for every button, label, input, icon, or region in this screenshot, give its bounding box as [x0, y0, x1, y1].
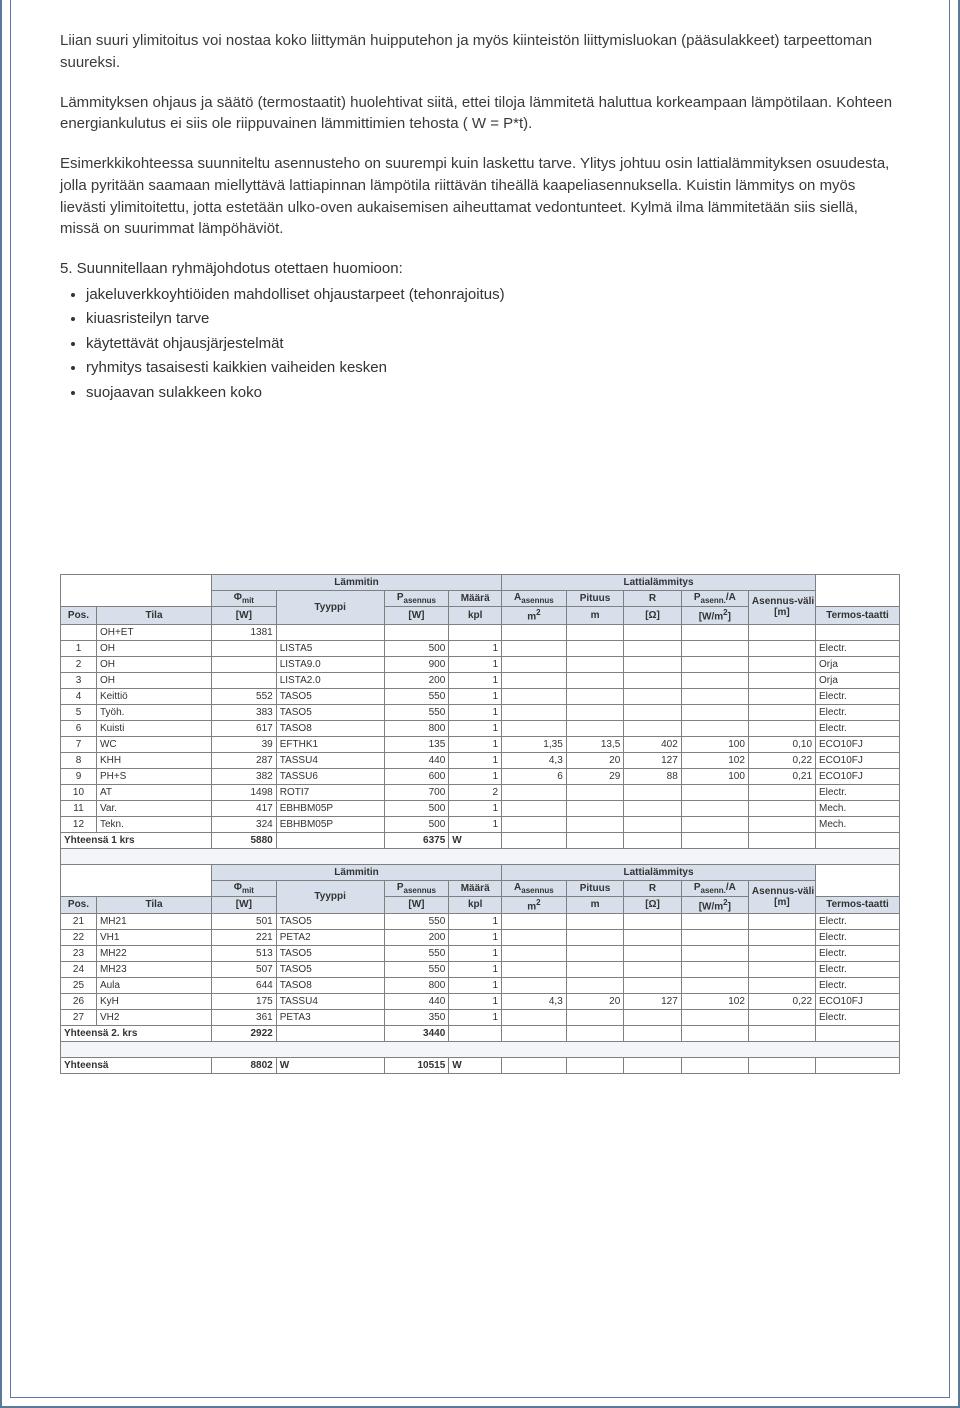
hdr-aas-unit: m2 [502, 607, 567, 624]
hdr-r: R [624, 591, 682, 607]
hdr-av: Asennus-väli[m] [748, 591, 815, 624]
table-row: 27VH2361PETA33501Electr. [61, 1009, 900, 1025]
page: Liian suuri ylimitoitus voi nostaa koko … [0, 0, 960, 1408]
hdr-tyyppi: Tyyppi [276, 591, 384, 624]
paragraph-1: Liian suuri ylimitoitus voi nostaa koko … [60, 30, 900, 74]
hdr-maara-unit: kpl [449, 607, 502, 624]
hdr-aasennus: Aasennus [502, 591, 567, 607]
list-intro: 5. Suunnitellaan ryhmäjohdotus otettaen … [60, 258, 900, 280]
bullet-item: suojaavan sulakkeen koko [86, 382, 900, 405]
hdr-pituus: Pituus [566, 591, 624, 607]
table-wrapper: Lämmitin Lattialämmitys Φmit Tyyppi Pase… [60, 574, 900, 1074]
sum-row-1: Yhteensä 1 krs 5880 6375 W [61, 832, 900, 848]
sum-row-2: Yhteensä 2. krs 2922 3440 [61, 1025, 900, 1041]
hdr-pasennus: Pasennus [384, 591, 449, 607]
table-row: 1OHLISTA55001Electr. [61, 640, 900, 656]
hdr-pit-unit: m [566, 607, 624, 624]
hdr-term: Termos-taatti [816, 607, 900, 624]
hdr-pa-unit: [W/m2] [681, 607, 748, 624]
table-row: OH+ET1381 [61, 624, 900, 640]
group-floor: Lattialämmitys [502, 575, 816, 591]
hdr-tila: Tila [96, 607, 211, 624]
paragraph-3: Esimerkkikohteessa suunniteltu asennuste… [60, 153, 900, 240]
table-row: 12Tekn.324EBHBM05P5001Mech. [61, 816, 900, 832]
table-row: 4Keittiö552TASO55501Electr. [61, 688, 900, 704]
total-row: Yhteensä 8802 W 10515 W [61, 1057, 900, 1073]
hdr-pas-unit: [W] [384, 607, 449, 624]
hdr-pos: Pos. [61, 607, 97, 624]
hdr-r-unit: [Ω] [624, 607, 682, 624]
table-row: 22VH1221PETA22001Electr. [61, 929, 900, 945]
hdr-pa: Pasenn./A [681, 591, 748, 607]
content: Liian suuri ylimitoitus voi nostaa koko … [30, 20, 930, 1074]
table-row: 24MH23507TASO55501Electr. [61, 961, 900, 977]
paragraph-2: Lämmityksen ohjaus ja säätö (termostaati… [60, 92, 900, 136]
hdr-maara: Määrä [449, 591, 502, 607]
table-row: 6Kuisti617TASO88001Electr. [61, 720, 900, 736]
bullet-item: kiuasristeilyn tarve [86, 308, 900, 331]
hdr-phi: Φmit [212, 591, 277, 607]
table-row: 5Työh.383TASO55501Electr. [61, 704, 900, 720]
bullet-item: ryhmitys tasaisesti kaikkien vaiheiden k… [86, 357, 900, 380]
bullet-list: jakeluverkkoyhtiöiden mahdolliset ohjaus… [60, 284, 900, 405]
table-row: 11Var.417EBHBM05P5001Mech. [61, 800, 900, 816]
bullet-item: käytettävät ohjausjärjestelmät [86, 333, 900, 356]
heating-table-1: Lämmitin Lattialämmitys Φmit Tyyppi Pase… [60, 574, 900, 1074]
table-row: 10AT1498ROTI77002Electr. [61, 784, 900, 800]
table-row: 21MH21501TASO55501Electr. [61, 913, 900, 929]
bullet-item: jakeluverkkoyhtiöiden mahdolliset ohjaus… [86, 284, 900, 307]
table-row: 25Aula644TASO88001Electr. [61, 977, 900, 993]
table-row: 23MH22513TASO55501Electr. [61, 945, 900, 961]
table-row: 2OHLISTA9.09001Orja [61, 656, 900, 672]
group-heaters: Lämmitin [212, 575, 502, 591]
table-row: 7WC39EFTHK113511,3513,54021000,10ECO10FJ [61, 736, 900, 752]
hdr-phi-unit: [W] [212, 607, 277, 624]
table-row: 8KHH287TASSU444014,3201271020,22ECO10FJ [61, 752, 900, 768]
table-row: 9PH+S382TASSU66001629881000,21ECO10FJ [61, 768, 900, 784]
table-row: 3OHLISTA2.02001Orja [61, 672, 900, 688]
table-row: 26KyH175TASSU444014,3201271020,22ECO10FJ [61, 993, 900, 1009]
